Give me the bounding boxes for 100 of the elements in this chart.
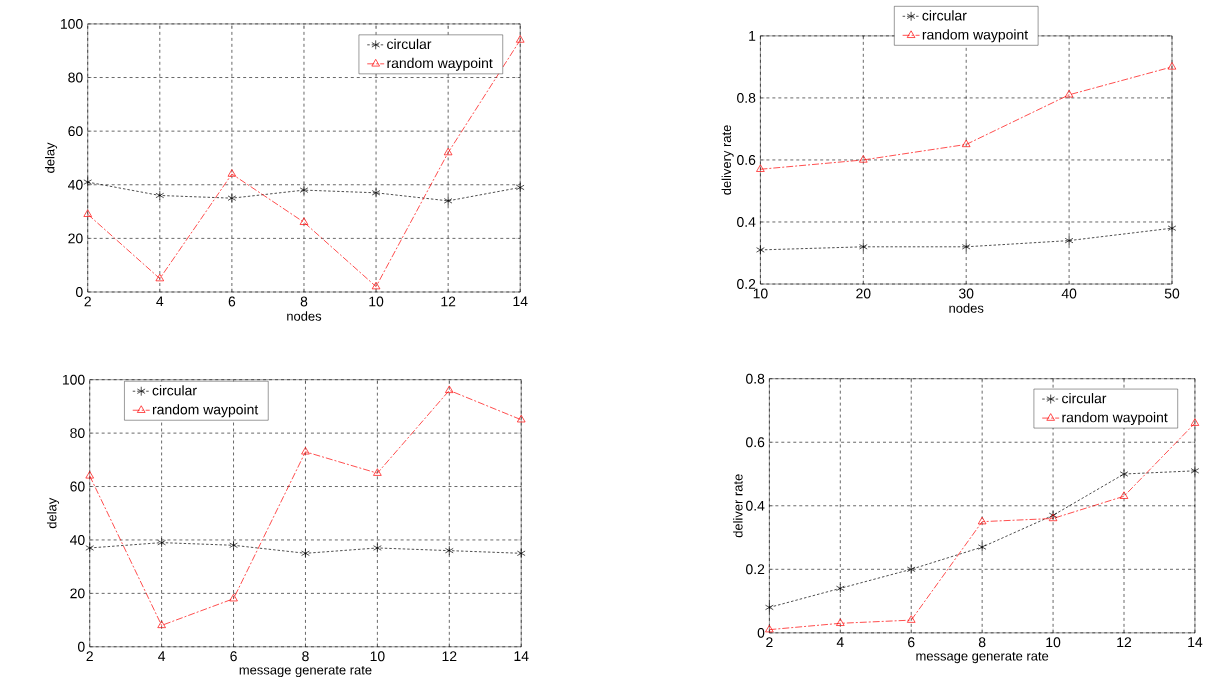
point <box>373 543 382 553</box>
point <box>157 537 166 548</box>
x-axis-title: nodes <box>287 311 322 321</box>
point <box>229 594 238 602</box>
x-axis-title: message generate rate <box>239 666 372 678</box>
point <box>961 139 971 148</box>
x-tick-label: 8 <box>302 651 309 662</box>
y-axis-title: delay <box>46 497 60 529</box>
point <box>516 182 525 193</box>
point <box>443 196 453 206</box>
x-tick-label: 50 <box>1164 288 1180 299</box>
x-tick-label: 4 <box>158 651 166 662</box>
point <box>445 385 454 394</box>
point <box>85 471 94 479</box>
y-tick-label: 100 <box>60 19 83 30</box>
y-tick-label: 0.8 <box>737 93 756 104</box>
point <box>83 177 92 188</box>
point <box>155 273 165 282</box>
point <box>1064 90 1074 98</box>
x-tick-label: 4 <box>836 637 844 648</box>
x-tick-label: 8 <box>978 637 986 648</box>
point <box>516 35 525 43</box>
legend-label: random waypoint <box>152 404 259 418</box>
point <box>443 147 453 156</box>
x-tick-label: 10 <box>370 651 385 662</box>
y-tick-label: 0 <box>757 628 765 638</box>
y-tick-label: 0 <box>75 287 83 298</box>
y-tick-label: 1 <box>749 31 756 41</box>
x-axis-title: message generate rate <box>916 652 1049 664</box>
x-tick-label: 12 <box>441 296 456 307</box>
point <box>371 281 381 290</box>
point <box>859 155 868 163</box>
x-tick-label: 20 <box>856 288 871 299</box>
y-tick-label: 20 <box>70 588 85 599</box>
point <box>1119 469 1129 480</box>
y-tick-label: 0 <box>77 642 85 652</box>
point <box>445 545 454 556</box>
point <box>371 188 381 198</box>
legend-label: random waypoint <box>1062 412 1168 426</box>
y-tick-label: 0.2 <box>746 564 765 575</box>
x-tick-label: 2 <box>84 296 91 307</box>
point <box>1064 235 1074 246</box>
x-tick-label: 6 <box>230 651 237 662</box>
x-tick-label: 40 <box>1061 288 1077 299</box>
point <box>373 468 382 476</box>
x-tick-label: 14 <box>514 651 529 662</box>
point <box>1167 62 1177 70</box>
y-tick-label: 0.6 <box>737 155 756 166</box>
point <box>1190 418 1200 426</box>
y-tick-label: 40 <box>70 535 85 546</box>
point <box>756 245 765 255</box>
point <box>157 620 166 629</box>
x-axis-title: nodes <box>949 303 984 313</box>
point <box>977 517 987 525</box>
x-tick-label: 12 <box>442 651 457 662</box>
y-tick-label: 0.4 <box>737 217 756 228</box>
point <box>227 169 237 177</box>
point <box>836 618 845 627</box>
x-tick-label: 14 <box>1188 637 1203 648</box>
point <box>155 190 165 201</box>
y-axis-title: delay <box>44 142 58 174</box>
point <box>765 625 774 633</box>
point <box>229 540 238 551</box>
legend-label: random waypoint <box>387 58 493 72</box>
point <box>301 447 310 455</box>
point <box>836 583 845 594</box>
y-tick-label: 80 <box>70 428 85 439</box>
point <box>1119 491 1129 500</box>
point <box>83 209 92 218</box>
point <box>1167 223 1177 234</box>
legend-label: circular <box>387 38 432 50</box>
x-tick-label: 8 <box>300 296 308 307</box>
point <box>85 543 94 553</box>
x-tick-label: 10 <box>1046 637 1061 648</box>
point <box>756 164 765 173</box>
y-tick-label: 40 <box>68 180 83 190</box>
y-tick-label: 60 <box>70 481 85 492</box>
legend-label: circular <box>152 385 197 396</box>
x-tick-label: 2 <box>766 637 773 648</box>
x-tick-label: 12 <box>1117 637 1132 648</box>
x-tick-label: 6 <box>908 637 915 648</box>
point <box>227 193 237 204</box>
legend-label: random waypoint <box>922 29 1029 43</box>
y-tick-label: 0.2 <box>737 279 756 290</box>
x-tick-label: 14 <box>513 296 528 307</box>
point <box>765 602 774 613</box>
point <box>517 415 526 423</box>
point <box>859 242 868 252</box>
x-tick-label: 30 <box>958 288 974 299</box>
legend-label: circular <box>922 10 967 21</box>
point <box>907 564 916 575</box>
point <box>517 548 526 559</box>
y-axis-title: deliver rate <box>733 474 743 538</box>
y-tick-label: 80 <box>68 72 83 83</box>
point <box>299 217 309 226</box>
point <box>977 542 987 553</box>
point <box>907 615 916 623</box>
x-tick-label: 6 <box>228 296 236 307</box>
y-axis-title: delivery rate <box>721 125 734 195</box>
y-tick-label: 60 <box>68 126 83 137</box>
